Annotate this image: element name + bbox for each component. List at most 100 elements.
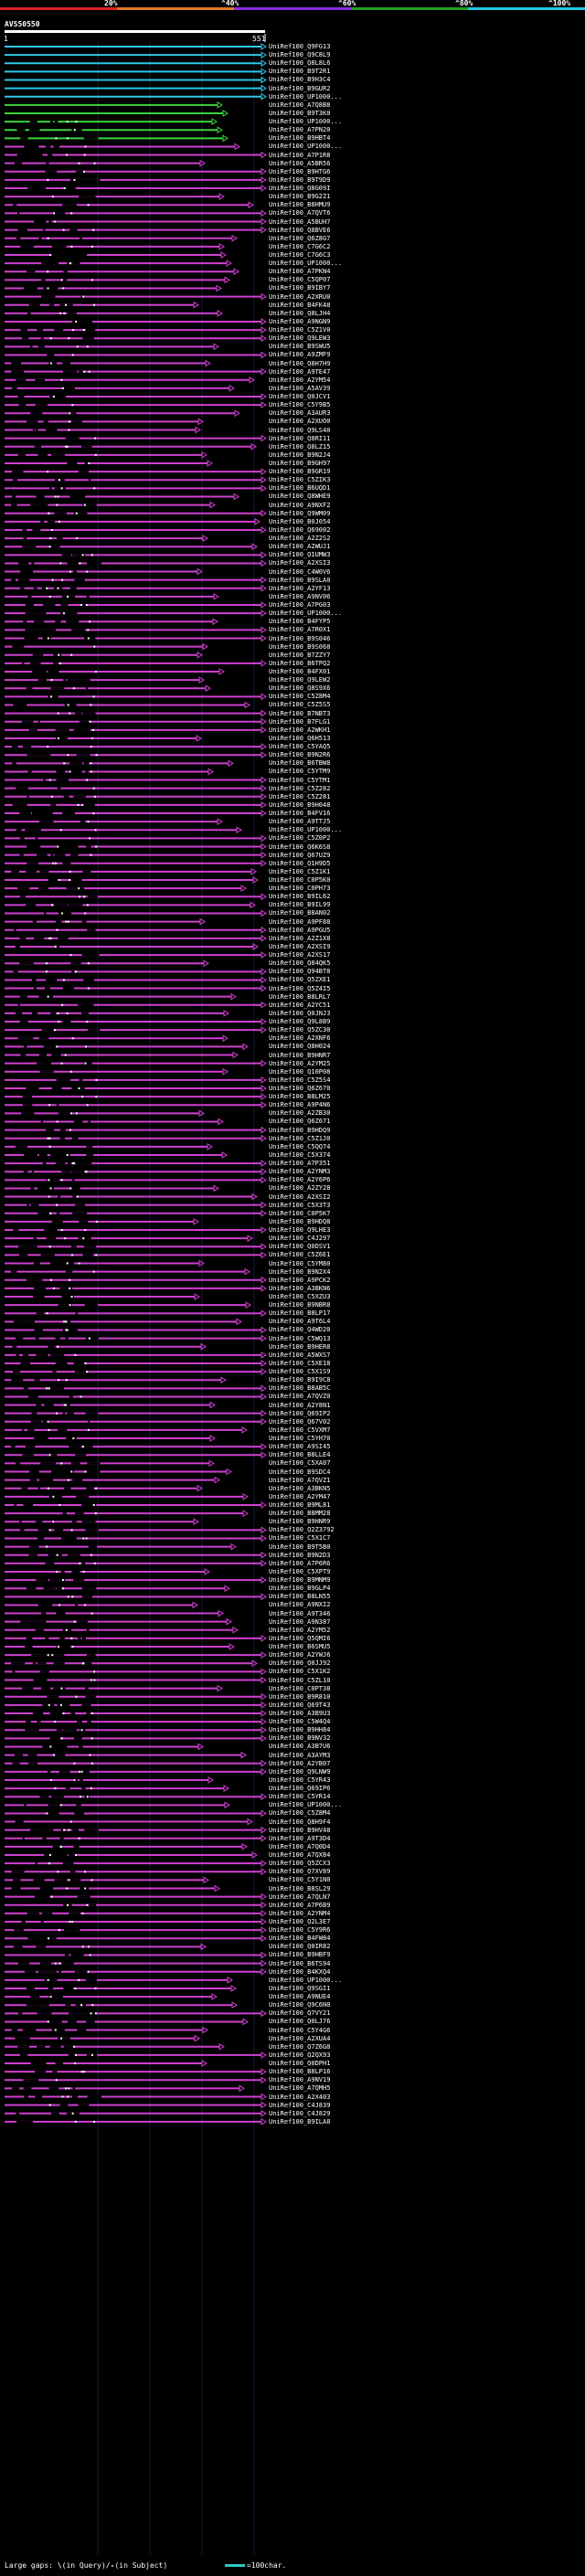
hit-link[interactable]: UniRef100_A2Z1X8 [269,934,331,942]
hit-link[interactable]: UniRef100_Q5ZC30 [269,1026,331,1034]
hit-link[interactable]: UniRef100_A2ZY28 [269,1184,331,1193]
hit-link[interactable]: UniRef100_B6SMU5 [269,1643,331,1651]
hit-link[interactable]: UniRef100_B9R810 [269,1692,331,1701]
hit-link[interactable]: UniRef100_A2YM52 [269,1626,331,1634]
hit-link[interactable]: UniRef100_Q0JJ92 [269,1659,331,1668]
hit-link[interactable]: UniRef100_Q10P08 [269,1067,331,1076]
hit-link[interactable]: UniRef100_A7PN20 [269,126,331,134]
hit-link[interactable]: UniRef100_Q67V02 [269,1417,331,1426]
hit-link[interactable]: UniRef100_B9GR19 [269,468,331,476]
hit-link[interactable]: UniRef100_B9SLA0 [269,576,331,584]
hit-link[interactable]: UniRef100_Q94BT8 [269,968,331,976]
hit-link[interactable]: UniRef100_C5XE18 [269,1359,331,1367]
hit-link[interactable]: UniRef100_C5XPT9 [269,1567,331,1575]
hit-link[interactable]: UniRef100_B8SL29 [269,1884,331,1892]
hit-link[interactable]: UniRef100_A2Z2S2 [269,535,331,543]
hit-link[interactable]: UniRef100_A2YC51 [269,1001,331,1009]
hit-link[interactable]: UniRef100_A9NXI2 [269,1601,331,1609]
hit-link[interactable]: UniRef100_C7G6C2 [269,242,331,250]
hit-link[interactable]: UniRef100_A3AYM3 [269,1751,331,1759]
hit-link[interactable]: UniRef100_B4FYP5 [269,618,331,626]
hit-link[interactable]: UniRef100_Q8LJH4 [269,309,331,317]
hit-link[interactable]: UniRef100_C5YM80 [269,1259,331,1267]
hit-link[interactable]: UniRef100_B8AB5C [269,1384,331,1393]
hit-link[interactable]: UniRef100_C5YTM1 [269,776,331,784]
hit-link[interactable]: UniRef100_C5QQ74 [269,1142,331,1150]
hit-link[interactable]: UniRef100_Q9L8B9 [269,1018,331,1026]
hit-link[interactable]: UniRef100_A9ZMF9 [269,351,331,359]
hit-link[interactable]: UniRef100_C0P5K7 [269,1209,331,1217]
hit-link[interactable]: UniRef100_UP1000... [269,610,343,618]
hit-link[interactable]: UniRef100_A7PKN4 [269,268,331,276]
hit-link[interactable]: UniRef100_B9GH97 [269,460,331,467]
hit-link[interactable]: UniRef100_A2XUA4 [269,2034,331,2042]
hit-link[interactable]: UniRef100_B4FK48 [269,301,331,309]
hit-link[interactable]: UniRef100_B9T3K0 [269,109,331,117]
hit-link[interactable]: UniRef100_Q9LNW9 [269,1767,331,1776]
hit-link[interactable]: UniRef100_C5YTM9 [269,768,331,776]
hit-link[interactable]: UniRef100_B9HTG6 [269,167,331,175]
hit-link[interactable]: UniRef100_B9H3C4 [269,76,331,84]
hit-link[interactable]: UniRef100_C5X1C7 [269,1534,331,1542]
hit-link[interactable]: UniRef100_B8HMU9 [269,201,331,209]
hit-link[interactable]: UniRef100_B9HNR7 [269,1051,331,1059]
hit-link[interactable]: UniRef100_C5X374 [269,1150,331,1159]
hit-link[interactable]: UniRef100_B4KXQ4 [269,1967,331,1976]
hit-link[interactable]: UniRef100_UP1000... [269,1976,343,1984]
hit-link[interactable]: UniRef100_B9S046 [269,634,331,642]
hit-link[interactable]: UniRef100_Q7Z6G8 [269,2042,331,2051]
hit-link[interactable]: UniRef100_A9N387 [269,1617,331,1626]
hit-link[interactable]: UniRef100_Q8H024 [269,1043,331,1051]
hit-link[interactable]: UniRef100_Q0DPH1 [269,2060,331,2068]
hit-link[interactable]: UniRef100_C5Y1N0 [269,1876,331,1884]
hit-link[interactable]: UniRef100_C5XA07 [269,1459,331,1468]
hit-link[interactable]: UniRef100_A2XSI9 [269,942,331,950]
hit-link[interactable]: UniRef100_B9HER8 [269,1342,331,1351]
hit-link[interactable]: UniRef100_B8LM25 [269,1093,331,1101]
hit-link[interactable]: UniRef100_B9N2J4 [269,451,331,459]
hit-link[interactable]: UniRef100_C4J839 [269,2101,331,2109]
hit-link[interactable]: UniRef100_C5Z282 [269,784,331,792]
hit-link[interactable]: UniRef100_Q2Z3792 [269,1526,335,1534]
hit-link[interactable]: UniRef100_B9HBF9 [269,1951,331,1959]
hit-link[interactable]: UniRef100_A9NV06 [269,592,331,600]
hit-link[interactable]: UniRef100_A2ZB30 [269,1109,331,1118]
hit-link[interactable]: UniRef100_A2XUO0 [269,418,331,426]
hit-link[interactable]: UniRef100_B8MM28 [269,1510,331,1518]
hit-link[interactable]: UniRef100_B9S068 [269,642,331,651]
hit-link[interactable]: UniRef100_Q1H9D5 [269,859,331,867]
hit-link[interactable]: UniRef100_A5AV39 [269,384,331,392]
hit-link[interactable]: UniRef100_Q69IP2 [269,1409,331,1417]
hit-link[interactable]: UniRef100_C5Z281 [269,792,331,800]
hit-link[interactable]: UniRef100_C5YH70 [269,1435,331,1443]
hit-link[interactable]: UniRef100_Q67UZ9 [269,851,331,859]
hit-link[interactable]: UniRef100_Q5QMI6 [269,1634,331,1642]
hit-link[interactable]: UniRef100_Q7XV89 [269,1868,331,1876]
hit-link[interactable]: UniRef100_Q2L3E7 [269,1918,331,1925]
hit-link[interactable]: UniRef100_C5WQ13 [269,1334,331,1342]
hit-link[interactable]: UniRef100_C5Y4G6 [269,2026,331,2034]
hit-link[interactable]: UniRef100_B7FLG1 [269,717,331,726]
hit-link[interactable]: UniRef100_B9HV48 [269,1826,331,1834]
hit-link[interactable]: UniRef100_A7QVZ1 [269,1476,331,1484]
hit-link[interactable]: UniRef100_A9NUE4 [269,1993,331,2001]
hit-link[interactable]: UniRef100_B9HNR9 [269,1518,331,1526]
hit-link[interactable]: UniRef100_A9NXF2 [269,501,331,509]
hit-link[interactable]: UniRef100_C5Z8M4 [269,693,331,701]
hit-link[interactable]: UniRef100_A7Q8B8 [269,101,331,109]
hit-link[interactable]: UniRef100_C5Z0P2 [269,834,331,843]
hit-link[interactable]: UniRef100_Q9LHE3 [269,1226,331,1235]
hit-link[interactable]: UniRef100_A7QMH5 [269,2084,331,2093]
hit-link[interactable]: UniRef100_B0J054 [269,517,331,525]
hit-link[interactable]: UniRef100_C5YAQ5 [269,743,331,751]
hit-link[interactable]: UniRef100_A2YM54 [269,376,331,384]
hit-link[interactable]: UniRef100_A2Y6P6 [269,1176,331,1184]
hit-link[interactable]: UniRef100_A2WKH1 [269,726,331,734]
hit-link[interactable]: UniRef100_C5QP07 [269,276,331,284]
hit-link[interactable]: UniRef100_B9ILA8 [269,2117,331,2125]
hit-link[interactable]: UniRef100_C5Z1K1 [269,867,331,875]
hit-link[interactable]: UniRef100_UP1000... [269,1801,343,1809]
hit-link[interactable]: UniRef100_C5Z8M4 [269,1809,331,1818]
hit-link[interactable]: UniRef100_Q6K6S8 [269,843,331,851]
hit-link[interactable]: UniRef100_Q69IP6 [269,1785,331,1793]
